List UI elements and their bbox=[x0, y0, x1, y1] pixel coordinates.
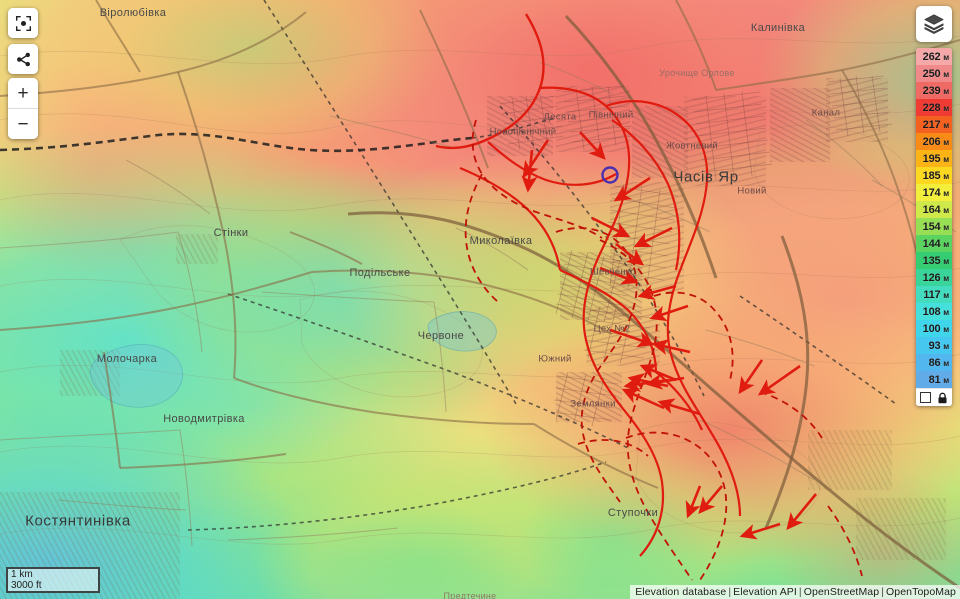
legend-row: 100 м bbox=[916, 320, 952, 337]
legend-row: 144 м bbox=[916, 235, 952, 252]
legend-value: 154 м bbox=[922, 220, 950, 233]
legend-value: 100 м bbox=[922, 322, 950, 335]
scale-imperial: 3000 ft bbox=[6, 580, 100, 593]
legend-value: 144 м bbox=[922, 237, 950, 250]
attribution-separator: | bbox=[881, 586, 885, 598]
layers-button[interactable] bbox=[916, 6, 952, 42]
legend-row: 126 м bbox=[916, 269, 952, 286]
legend-row: 81 м bbox=[916, 371, 952, 388]
legend-row: 228 м bbox=[916, 99, 952, 116]
legend-value: 108 м bbox=[922, 305, 950, 318]
share-button[interactable] bbox=[8, 44, 38, 74]
zoom-out-button[interactable]: − bbox=[8, 108, 38, 139]
legend-row: 164 м bbox=[916, 201, 952, 218]
attribution-link[interactable]: OpenTopoMap bbox=[886, 586, 956, 598]
legend-row: 262 м bbox=[916, 48, 952, 65]
fullscreen-button[interactable] bbox=[8, 8, 38, 38]
legend-value: 217 м bbox=[922, 118, 950, 131]
attribution-separator: | bbox=[798, 586, 802, 598]
legend-row: 239 м bbox=[916, 82, 952, 99]
legend-value: 174 м bbox=[922, 186, 950, 199]
legend-row: 250 м bbox=[916, 65, 952, 82]
attribution-separator: | bbox=[728, 586, 732, 598]
legend-row: 206 м bbox=[916, 133, 952, 150]
attribution-link[interactable]: Elevation database bbox=[635, 586, 727, 598]
legend-value: 135 м bbox=[922, 254, 950, 267]
attribution-link[interactable]: Elevation API bbox=[733, 586, 797, 598]
legend-row: 185 м bbox=[916, 167, 952, 184]
legend-row: 154 м bbox=[916, 218, 952, 235]
share-icon[interactable] bbox=[8, 44, 38, 74]
attribution-bar[interactable]: Elevation database | Elevation API | OpenStr… bbox=[630, 585, 960, 599]
plus-icon: + bbox=[17, 82, 29, 104]
legend-value: 81 м bbox=[928, 373, 950, 386]
elevation-legend[interactable]: 262 м 250 м 239 м 228 м 217 м 206 м 195 м 185 м… bbox=[916, 48, 952, 406]
fullscreen-icon[interactable] bbox=[8, 8, 38, 38]
legend-row: 86 м bbox=[916, 354, 952, 371]
scale-bar: 1 km 3000 ft bbox=[6, 567, 100, 593]
legend-value: 195 м bbox=[922, 152, 950, 165]
legend-row: 135 м bbox=[916, 252, 952, 269]
legend-value: 239 м bbox=[922, 84, 950, 97]
legend-row: 117 м bbox=[916, 286, 952, 303]
legend-value: 93 м bbox=[928, 339, 950, 352]
legend-checkbox[interactable] bbox=[920, 392, 931, 403]
position-marker bbox=[601, 166, 619, 184]
legend-value: 262 м bbox=[922, 50, 950, 63]
legend-row: 93 м bbox=[916, 337, 952, 354]
legend-value: 117 м bbox=[923, 288, 949, 301]
legend-footer[interactable] bbox=[916, 388, 952, 406]
legend-row: 108 м bbox=[916, 303, 952, 320]
legend-row: 195 м bbox=[916, 150, 952, 167]
legend-value: 126 м bbox=[922, 271, 950, 284]
legend-row: 174 м bbox=[916, 184, 952, 201]
layers-icon bbox=[924, 14, 944, 34]
scale-metric: 1 km bbox=[6, 567, 100, 580]
zoom-in-button[interactable]: + bbox=[8, 78, 38, 108]
legend-value: 228 м bbox=[922, 101, 950, 114]
legend-value: 164 м bbox=[922, 203, 950, 216]
attribution-link[interactable]: OpenStreetMap bbox=[803, 586, 880, 598]
legend-value: 250 м bbox=[922, 67, 950, 80]
legend-value: 86 м bbox=[928, 356, 950, 369]
minus-icon: − bbox=[17, 113, 29, 135]
lock-icon[interactable] bbox=[937, 392, 948, 404]
legend-value: 185 м bbox=[922, 169, 950, 182]
legend-row: 217 м bbox=[916, 116, 952, 133]
zoom-controls[interactable]: + − bbox=[8, 78, 38, 139]
legend-value: 206 м bbox=[922, 135, 950, 148]
